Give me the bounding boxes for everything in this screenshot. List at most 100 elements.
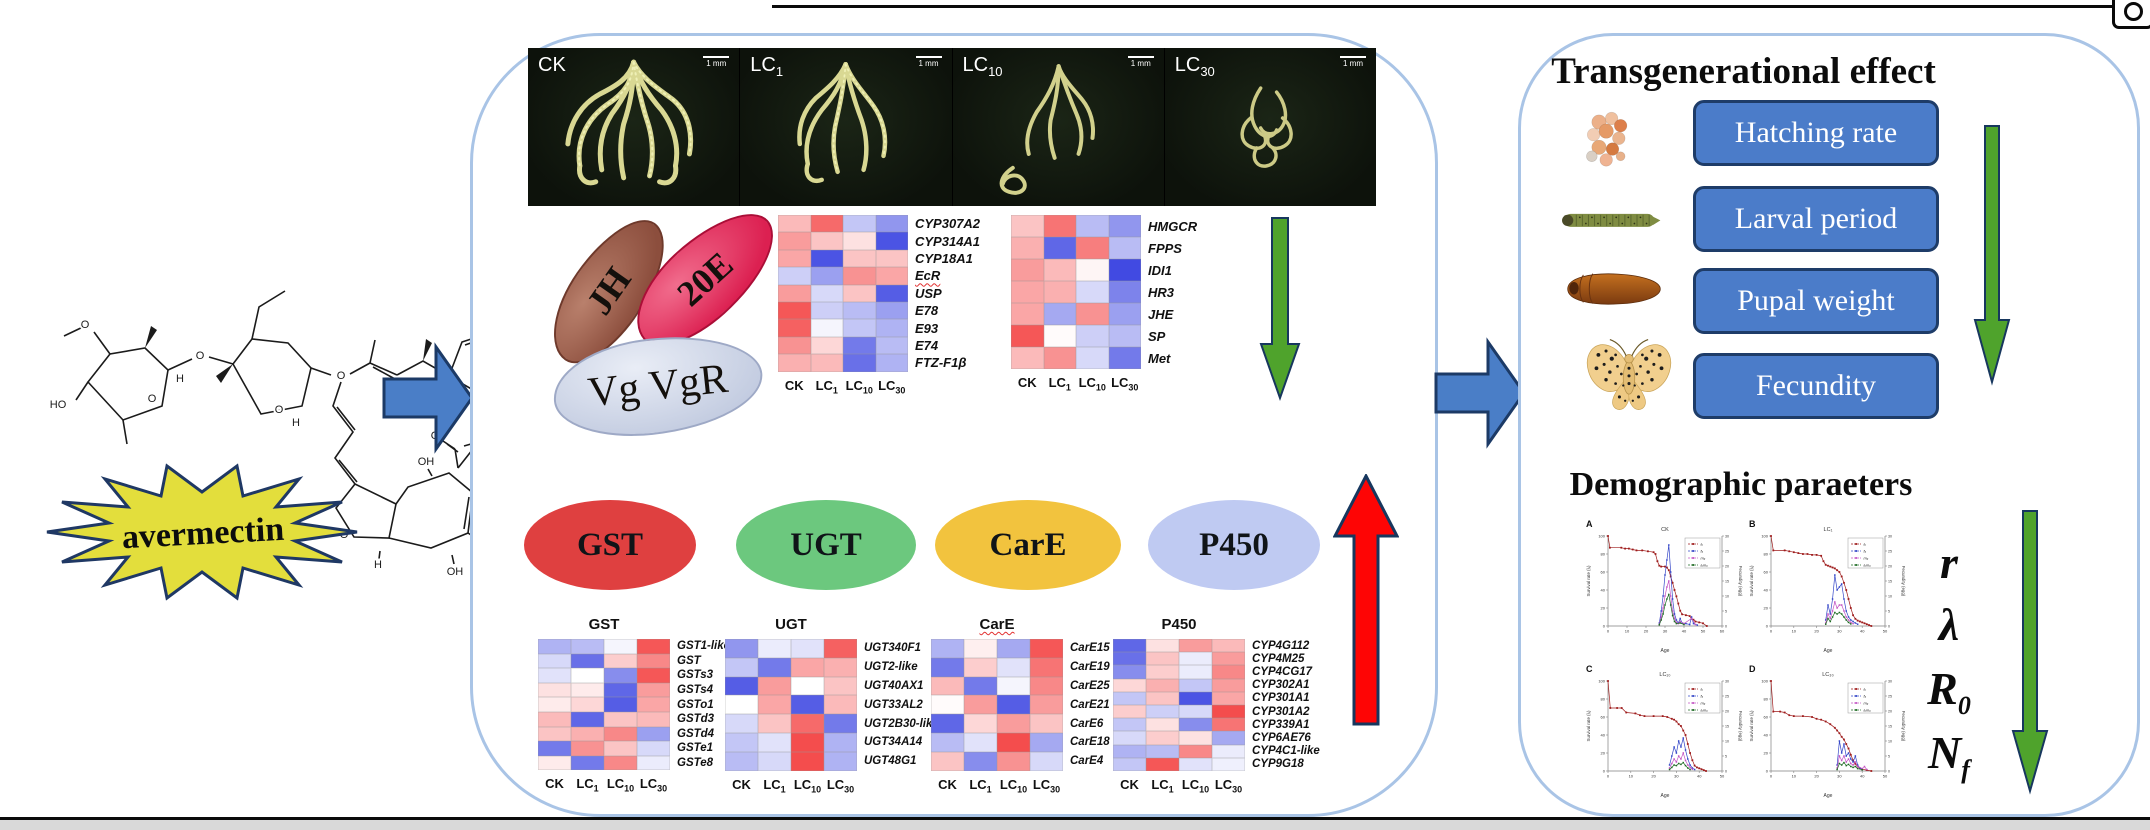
heatmap-cell <box>875 267 908 285</box>
y2-tick-label: 20 <box>1888 564 1892 568</box>
plot-point <box>1847 763 1850 766</box>
plot-point <box>1824 622 1827 624</box>
heatmap-cell <box>997 695 1030 715</box>
plot-point <box>1854 765 1857 768</box>
x-tick-label: 50 <box>1883 629 1888 634</box>
svg-text:H: H <box>176 373 184 385</box>
heatmap-cell <box>1146 718 1179 732</box>
legend-label: lₓmₓ <box>1700 562 1708 567</box>
plot-point <box>1666 716 1669 718</box>
heatmap-row-label: IDI1 <box>1148 262 1172 278</box>
heatmap-cell <box>604 653 637 669</box>
heatmap-cell <box>1076 303 1109 325</box>
heatmap-row-label: CarE25 <box>1070 679 1110 692</box>
heatmap-cell <box>1179 744 1212 758</box>
heatmap-row-label: UGT2B30-like <box>864 717 939 730</box>
heatmap-cell <box>1179 704 1212 719</box>
x-tick-label: 30 <box>1674 774 1679 779</box>
heatmap-col-labels: CK LC1 LC10 LC30 <box>538 776 670 794</box>
ovary-photo-lc1: LC1 1 mm <box>740 48 952 206</box>
plot-point <box>1688 623 1691 626</box>
plot-point <box>1624 547 1626 550</box>
heatmap-cell <box>1146 757 1179 771</box>
heatmap-cell <box>1212 678 1245 692</box>
starburst-shape <box>46 463 358 601</box>
y-tick-label: 60 <box>1601 569 1606 574</box>
heatmap-title: CarE <box>979 616 1015 633</box>
heatmap-cell <box>931 714 964 733</box>
svg-text:O: O <box>196 350 205 362</box>
heatmap-cell <box>997 714 1030 733</box>
legend-marker <box>1692 550 1694 552</box>
plot-point <box>1685 622 1687 625</box>
plot-point <box>1838 571 1841 573</box>
heatmap-cell <box>778 249 811 268</box>
legend-marker <box>1855 550 1857 552</box>
plot-point <box>1845 616 1847 618</box>
plot-point <box>1852 622 1854 625</box>
heatmap-cell <box>931 695 964 715</box>
plot-point <box>1691 759 1694 762</box>
heatmap-cell <box>604 755 637 771</box>
demographic-plot-c: 0 10 20 30 40 50 0 20 40 60 80 100 0 5 10 15 20 25 30 LC₁₀ C… <box>1584 663 1744 803</box>
heatmap-row-label: JHE <box>1148 306 1174 322</box>
plot-point <box>1664 565 1666 568</box>
heatmap-row-label: CYP18A1 <box>915 250 973 266</box>
legend-marker <box>1855 702 1857 704</box>
param-nf: Nf <box>1928 727 1970 785</box>
plot-point <box>1792 551 1795 554</box>
heatmap-cell <box>1043 215 1076 237</box>
x-tick-label: 30 <box>1663 629 1668 634</box>
heatmap-cell <box>571 697 604 712</box>
heatmap-cell <box>571 682 604 698</box>
compound-label: avermectin <box>120 510 286 557</box>
plot-point <box>1683 622 1685 625</box>
magnifier-icon[interactable] <box>2112 0 2150 29</box>
plot-point <box>1870 770 1873 772</box>
plot-point <box>1850 623 1852 625</box>
plot-point <box>1783 549 1786 552</box>
heatmap-cell <box>810 249 843 268</box>
heatmap-cell <box>758 639 791 658</box>
plot-point <box>1671 598 1674 600</box>
plot-point <box>1836 613 1838 615</box>
plot-point <box>1705 770 1707 772</box>
demographic-plot-d: 0 10 20 30 40 50 0 20 40 60 80 100 0 5 10 15 20 25 30 LC₃₀ D… <box>1747 663 1907 803</box>
heatmap-cell <box>1030 676 1063 696</box>
heatmap-row-label: CarE21 <box>1070 698 1110 711</box>
heatmap-cell <box>875 336 908 355</box>
demographic-plot-b: 0 10 20 30 40 50 0 20 40 60 80 100 0 5 10 15 20 25 30 LC₁ B S… <box>1747 518 1907 658</box>
plot-point <box>1840 613 1843 615</box>
heatmap-cell <box>875 301 908 320</box>
demographic-plot-a: 0 10 20 30 40 50 60 0 20 40 60 80 100 0 5 10 15 20 25 30 CK A… <box>1584 518 1744 658</box>
heatmap-cell <box>1212 718 1245 732</box>
heatmap-col-label: LC10 <box>793 776 822 795</box>
y2-tick-label: 30 <box>1888 679 1892 683</box>
legend-marker <box>1692 564 1694 566</box>
legend-marker <box>1855 557 1857 559</box>
heatmap-cell <box>1108 325 1141 347</box>
plot-point <box>1661 715 1664 717</box>
heatmap-row-label: USP <box>915 285 942 301</box>
heatmap-cell <box>997 657 1030 677</box>
plot-point <box>1852 761 1854 763</box>
y-tick-label: 20 <box>1601 750 1606 755</box>
plot-point <box>1827 617 1829 620</box>
plot-point <box>1631 548 1634 551</box>
plot-point <box>1641 549 1644 552</box>
plot-point <box>1836 729 1839 732</box>
plot-point <box>1687 767 1689 769</box>
heatmap-cell <box>964 639 997 658</box>
plot-point <box>1689 766 1691 769</box>
plot-point <box>1845 589 1848 591</box>
y2-tick-label: 0 <box>1888 769 1890 773</box>
plot-legend-box <box>1684 682 1721 714</box>
plot-point <box>1836 764 1838 766</box>
y-tick-label: 40 <box>1764 587 1769 592</box>
heatmap-cell <box>1043 303 1076 325</box>
heatmap-cell <box>810 301 843 320</box>
heatmap-cell <box>824 676 857 696</box>
heatmap-cell <box>1113 718 1146 732</box>
heatmap-cell <box>791 695 824 715</box>
heatmap-p450: P450 CYP4G112 CYP4M25 CYP4CG17 CYP302A1 CYP30… <box>1113 616 1320 794</box>
